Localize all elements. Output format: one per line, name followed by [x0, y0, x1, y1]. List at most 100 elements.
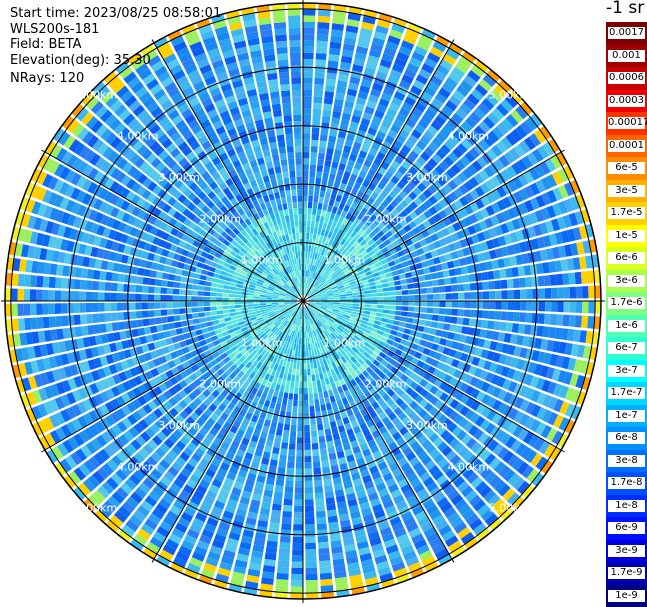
range-gate-cell — [157, 263, 165, 272]
range-gate-cell — [201, 528, 215, 539]
range-gate-cell — [233, 454, 243, 464]
range-gate-cell — [400, 511, 413, 522]
range-gate-cell — [256, 354, 263, 362]
range-gate-cell — [460, 266, 469, 275]
range-gate-cell — [67, 436, 80, 450]
range-gate-cell — [342, 43, 355, 52]
range-gate-cell — [502, 418, 513, 431]
range-gate-cell — [339, 294, 347, 297]
range-gate-cell — [120, 187, 131, 199]
range-gate-cell — [158, 404, 168, 415]
range-gate-cell — [429, 46, 444, 58]
range-gate-cell — [293, 343, 297, 351]
range-gate-cell — [468, 318, 476, 327]
range-gate-cell — [83, 427, 95, 440]
range-gate-cell — [308, 283, 312, 290]
range-gate-cell — [393, 139, 403, 150]
range-gate-cell — [391, 384, 400, 393]
range-gate-cell — [289, 336, 294, 343]
range-gate-cell — [120, 200, 131, 211]
range-gate-cell — [66, 154, 78, 168]
range-gate-cell — [388, 314, 395, 320]
range-gate-cell — [500, 366, 510, 377]
range-gate-cell — [117, 221, 127, 233]
range-gate-cell — [100, 214, 110, 226]
range-gate-cell — [489, 88, 504, 102]
range-gate-cell — [401, 333, 410, 341]
range-gate-cell — [146, 541, 161, 554]
range-gate-cell — [170, 418, 181, 429]
range-gate-cell — [319, 140, 327, 148]
range-gate-cell — [346, 295, 353, 299]
range-gate-cell — [163, 330, 172, 338]
range-gate-cell — [220, 341, 228, 348]
range-gate-cell — [204, 337, 213, 344]
range-gate-cell — [123, 349, 132, 359]
range-gate-cell — [83, 498, 97, 512]
range-gate-cell — [213, 579, 228, 589]
range-gate-cell — [357, 403, 366, 412]
range-gate-cell — [280, 308, 287, 313]
range-gate-cell — [181, 420, 191, 431]
range-gate-cell — [331, 287, 339, 292]
range-gate-cell — [287, 290, 293, 295]
range-gate-cell — [231, 261, 239, 268]
range-gate-cell — [417, 118, 430, 130]
range-gate-cell — [266, 360, 272, 368]
range-gate-cell — [266, 346, 273, 354]
range-gate-cell — [345, 293, 353, 297]
range-gate-cell — [520, 301, 527, 311]
range-gate-cell — [310, 152, 318, 159]
range-gate-cell — [296, 449, 303, 457]
range-gate-cell — [500, 246, 510, 257]
range-gate-cell — [311, 309, 317, 315]
range-gate-cell — [249, 379, 257, 388]
range-gate-cell — [246, 354, 254, 361]
range-gate-cell — [260, 577, 274, 586]
range-gate-cell — [547, 396, 559, 410]
range-gate-cell — [444, 433, 456, 445]
range-gate-cell — [12, 258, 21, 272]
range-gate-cell — [237, 363, 245, 371]
range-gate-cell — [385, 421, 395, 431]
range-gate-cell — [421, 439, 432, 450]
range-gate-cell — [516, 158, 528, 172]
range-gate-cell — [357, 288, 365, 292]
range-gate-cell — [278, 304, 285, 307]
range-gate-cell — [452, 259, 461, 268]
range-gate-cell — [463, 98, 476, 111]
range-gate-cell — [362, 370, 370, 378]
range-gate-cell — [25, 259, 33, 273]
range-gate-cell — [489, 457, 501, 470]
range-gate-cell — [245, 517, 257, 526]
range-gate-cell — [298, 394, 303, 401]
range-gate-cell — [298, 325, 301, 332]
range-gate-cell — [585, 330, 594, 344]
range-gate-cell — [409, 211, 418, 220]
range-gate-cell — [122, 380, 132, 392]
range-gate-cell — [391, 375, 400, 384]
range-gate-cell — [523, 136, 536, 151]
range-gate-cell — [564, 342, 573, 356]
range-gate-cell — [38, 435, 51, 450]
range-gate-cell — [164, 411, 174, 422]
range-gate-cell — [238, 409, 247, 418]
range-gate-cell — [233, 338, 241, 345]
range-gate-cell — [452, 147, 464, 159]
range-gate-cell — [391, 393, 400, 402]
range-gate-cell — [164, 170, 175, 181]
range-gate-cell — [374, 109, 385, 119]
range-gate-cell — [246, 335, 253, 342]
range-gate-cell — [436, 271, 444, 279]
range-gate-cell — [92, 470, 105, 484]
range-gate-cell — [323, 345, 329, 352]
range-gate-cell — [340, 55, 353, 64]
range-gate-cell — [362, 317, 369, 322]
range-gate-cell — [375, 195, 385, 204]
range-gate-cell — [344, 389, 351, 398]
range-gate-cell — [501, 301, 508, 310]
range-gate-cell — [24, 274, 32, 287]
range-gate-cell — [117, 321, 126, 331]
range-gate-cell — [17, 303, 25, 316]
range-gate-cell — [338, 261, 345, 268]
